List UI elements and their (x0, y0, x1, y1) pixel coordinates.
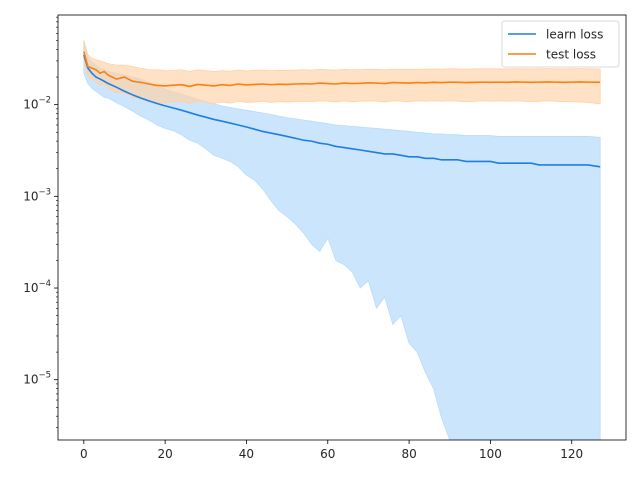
learn-loss-legend-label: learn loss (546, 28, 603, 42)
plot-frame (57, 14, 627, 441)
y-tick-label: 10−3 (23, 187, 51, 203)
y-tick-label: 10−2 (23, 96, 51, 112)
legend: learn loss test loss (501, 20, 620, 68)
learn-loss-line (83, 54, 601, 168)
test-loss-band (83, 40, 601, 105)
y-axis: 10−5 10−4 10−3 10−2 (23, 16, 58, 428)
test-loss-line (83, 51, 601, 88)
x-tick-label: 40 (239, 447, 254, 461)
learn-loss-band (83, 40, 601, 440)
x-tick-label: 100 (479, 447, 502, 461)
y-tick-label: 10−4 (23, 279, 51, 295)
x-tick-label: 20 (157, 447, 172, 461)
x-tick-label: 60 (320, 447, 335, 461)
legend-box (501, 20, 620, 68)
confidence-bands (83, 40, 601, 440)
x-tick-label: 80 (401, 447, 416, 461)
x-tick-label: 120 (560, 447, 583, 461)
x-tick-label: 0 (80, 447, 88, 461)
test-loss-legend-label: test loss (546, 48, 596, 62)
y-tick-label: 10−5 (23, 371, 51, 387)
x-axis: 0 20 40 60 80 100 120 (80, 440, 583, 461)
series-lines (83, 51, 601, 168)
